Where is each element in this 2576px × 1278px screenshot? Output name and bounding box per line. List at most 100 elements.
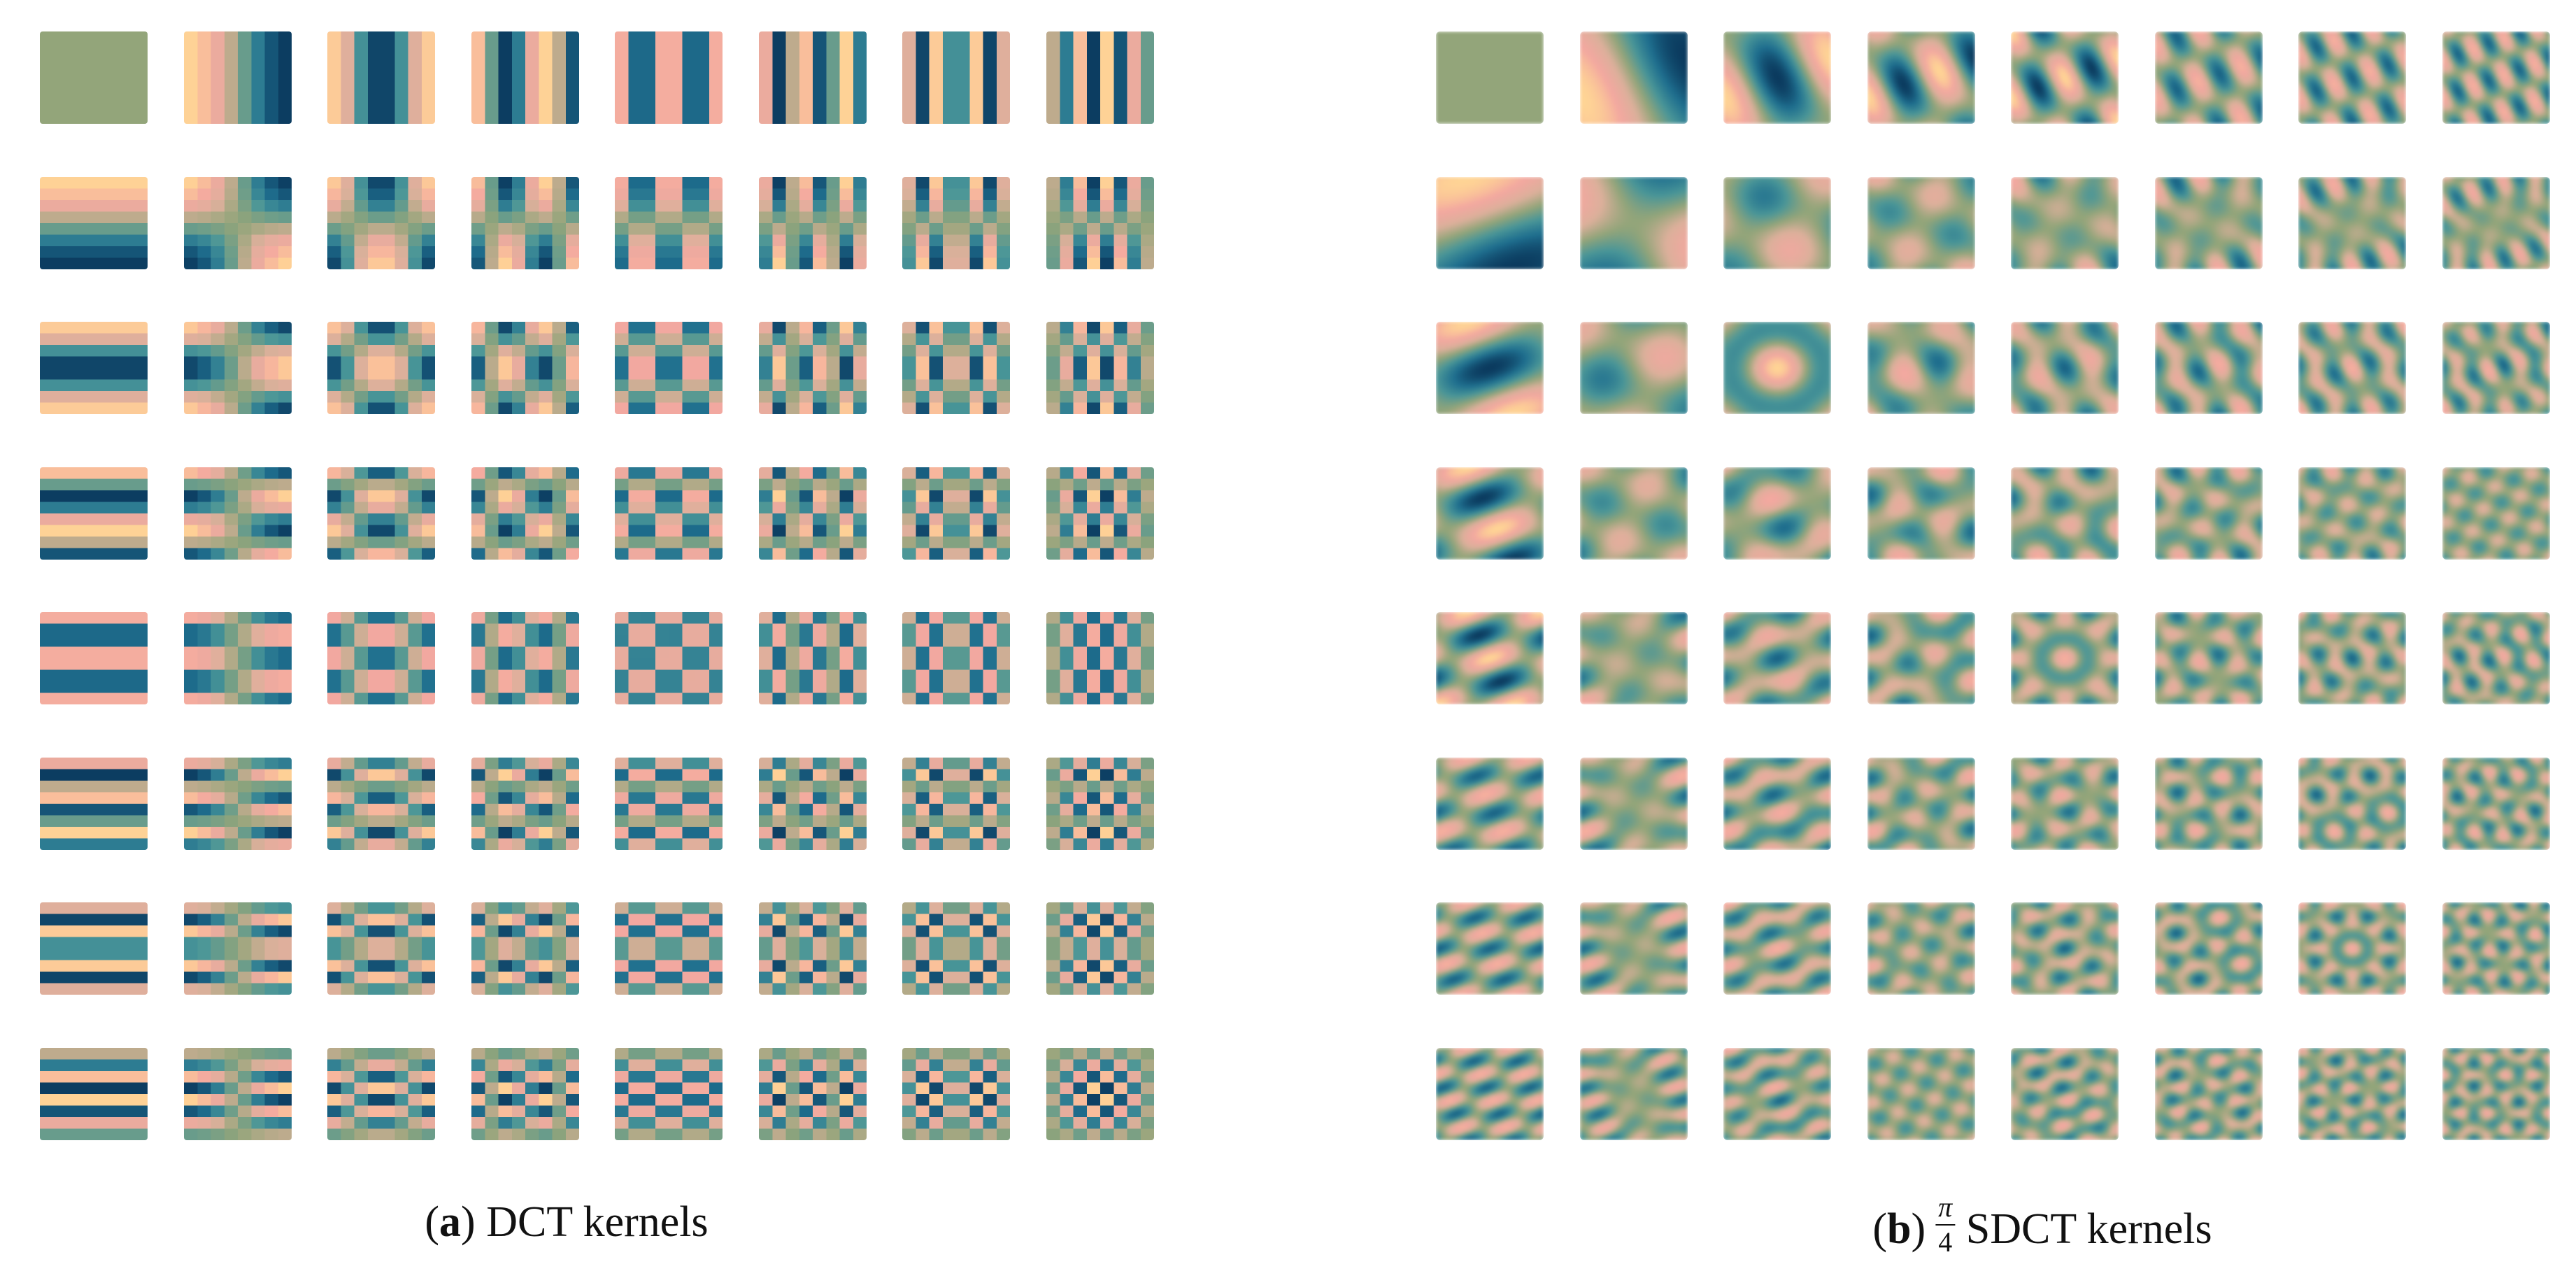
kernel-canvas <box>2442 1047 2550 1140</box>
kernel-canvas <box>2298 31 2406 124</box>
kernel-canvas <box>1046 612 1154 704</box>
kernel-a-r1-c5 <box>758 176 867 269</box>
kernel-canvas <box>40 612 148 704</box>
kernel-b-r1-c2 <box>1723 176 1831 269</box>
kernel-a-r1-c3 <box>471 176 579 269</box>
kernel-a-r4-c0 <box>40 612 148 704</box>
kernel-canvas <box>615 902 723 995</box>
kernel-b-r1-c5 <box>2154 176 2263 269</box>
kernel-canvas <box>615 1047 723 1140</box>
kernel-canvas <box>758 757 867 850</box>
kernel-a-r1-c1 <box>183 176 292 269</box>
kernel-b-r7-c5 <box>2154 1047 2263 1140</box>
kernel-a-r3-c0 <box>40 467 148 560</box>
caption-a-letter: a <box>439 1198 462 1246</box>
kernel-canvas <box>2011 31 2119 124</box>
fraction-denominator: 4 <box>1938 1226 1953 1258</box>
kernel-b-r7-c2 <box>1723 1047 1831 1140</box>
kernel-canvas <box>1723 176 1831 269</box>
kernel-canvas <box>1579 176 1688 269</box>
kernel-canvas <box>471 612 579 704</box>
kernel-b-r2-c0 <box>1436 322 1544 414</box>
kernel-a-r7-c1 <box>183 1047 292 1140</box>
kernel-canvas <box>1579 757 1688 850</box>
kernel-canvas <box>1867 322 1975 414</box>
kernel-a-r4-c5 <box>758 612 867 704</box>
kernel-b-r5-c7 <box>2442 757 2550 850</box>
kernel-a-r5-c4 <box>615 757 723 850</box>
kernel-canvas <box>2442 176 2550 269</box>
kernel-a-r1-c4 <box>615 176 723 269</box>
kernel-b-r1-c3 <box>1867 176 1975 269</box>
kernel-a-r0-c7 <box>1046 31 1154 124</box>
kernel-a-r2-c0 <box>40 322 148 414</box>
panel-a-dct: (a) DCT kernels <box>0 0 1189 1278</box>
kernel-a-r6-c6 <box>902 902 1010 995</box>
kernel-canvas <box>2442 31 2550 124</box>
kernel-canvas <box>1723 467 1831 560</box>
kernel-b-r1-c1 <box>1579 176 1688 269</box>
kernel-a-r3-c4 <box>615 467 723 560</box>
kernel-canvas <box>2154 1047 2263 1140</box>
kernel-a-r5-c0 <box>40 757 148 850</box>
kernel-canvas <box>615 176 723 269</box>
kernel-canvas <box>758 176 867 269</box>
kernel-a-r4-c3 <box>471 612 579 704</box>
kernel-canvas <box>327 322 435 414</box>
kernel-canvas <box>1867 1047 1975 1140</box>
kernel-canvas <box>2298 176 2406 269</box>
kernel-canvas <box>2442 322 2550 414</box>
caption-b-letter: b <box>1887 1205 1912 1253</box>
kernel-b-r4-c2 <box>1723 612 1831 704</box>
kernel-a-r0-c2 <box>327 31 435 124</box>
kernel-canvas <box>1436 902 1544 995</box>
kernel-b-r6-c0 <box>1436 902 1544 995</box>
kernel-a-r0-c6 <box>902 31 1010 124</box>
kernel-canvas <box>1867 902 1975 995</box>
kernel-canvas <box>615 31 723 124</box>
kernel-b-r5-c3 <box>1867 757 1975 850</box>
kernel-canvas <box>327 757 435 850</box>
kernel-canvas <box>471 902 579 995</box>
caption-b: (b) π 4 SDCT kernels <box>1872 1191 2212 1258</box>
kernel-a-r5-c7 <box>1046 757 1154 850</box>
kernel-b-r5-c5 <box>2154 757 2263 850</box>
kernel-a-r6-c1 <box>183 902 292 995</box>
kernel-canvas <box>471 1047 579 1140</box>
kernel-b-r3-c4 <box>2011 467 2119 560</box>
kernel-b-r3-c6 <box>2298 467 2406 560</box>
kernel-b-r0-c4 <box>2011 31 2119 124</box>
kernel-b-r0-c3 <box>1867 31 1975 124</box>
kernel-canvas <box>183 176 292 269</box>
panel-b-sdct: (b) π 4 SDCT kernels <box>1329 0 2576 1278</box>
kernel-b-r0-c1 <box>1579 31 1688 124</box>
kernel-a-r6-c0 <box>40 902 148 995</box>
kernel-canvas <box>1867 467 1975 560</box>
kernel-canvas <box>471 757 579 850</box>
kernel-a-r1-c7 <box>1046 176 1154 269</box>
kernel-a-r7-c6 <box>902 1047 1010 1140</box>
kernel-canvas <box>2011 612 2119 704</box>
kernel-canvas <box>2442 902 2550 995</box>
kernel-canvas <box>1723 31 1831 124</box>
kernel-canvas <box>2298 757 2406 850</box>
kernel-canvas <box>1867 176 1975 269</box>
kernel-canvas <box>1867 612 1975 704</box>
kernel-a-r3-c2 <box>327 467 435 560</box>
kernel-canvas <box>183 31 292 124</box>
kernel-b-r3-c0 <box>1436 467 1544 560</box>
kernel-b-r1-c6 <box>2298 176 2406 269</box>
kernel-canvas <box>615 467 723 560</box>
kernel-b-r7-c3 <box>1867 1047 1975 1140</box>
kernel-a-r3-c6 <box>902 467 1010 560</box>
kernel-b-r4-c4 <box>2011 612 2119 704</box>
kernel-b-r7-c1 <box>1579 1047 1688 1140</box>
kernel-a-r5-c1 <box>183 757 292 850</box>
kernel-a-r4-c1 <box>183 612 292 704</box>
kernel-canvas <box>1723 902 1831 995</box>
kernel-b-r1-c0 <box>1436 176 1544 269</box>
kernel-canvas <box>615 612 723 704</box>
kernel-a-r0-c3 <box>471 31 579 124</box>
kernel-b-r4-c6 <box>2298 612 2406 704</box>
kernel-canvas <box>1436 467 1544 560</box>
